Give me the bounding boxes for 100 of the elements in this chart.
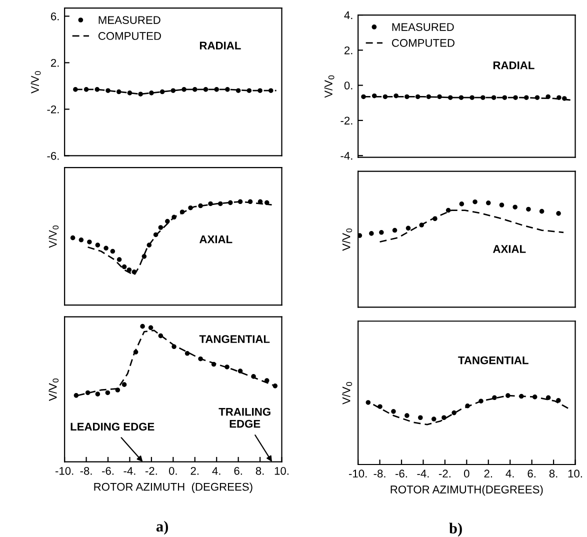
y-tick-label: 0. — [344, 82, 352, 90]
point — [442, 415, 446, 420]
point — [74, 393, 79, 398]
x-tick-label: 4. — [506, 470, 514, 478]
point — [358, 233, 362, 238]
x-tick-label: -6. — [396, 470, 407, 478]
y-tick-label: -2. — [47, 105, 59, 114]
point — [532, 394, 538, 400]
point — [452, 410, 456, 416]
point — [499, 202, 504, 208]
point — [546, 395, 551, 400]
y-tick-label: 2. — [344, 46, 352, 54]
y-tick-label: -4. — [340, 152, 352, 160]
y-axis-title: V/V$_{0}$ — [324, 75, 334, 98]
point — [404, 413, 410, 418]
text: b) — [449, 522, 462, 537]
point — [146, 242, 152, 248]
x-tick-label: -8. — [80, 466, 92, 475]
point — [556, 211, 561, 216]
point — [392, 228, 398, 233]
point — [446, 208, 451, 213]
point — [539, 208, 544, 214]
point — [172, 214, 176, 220]
point — [184, 351, 190, 356]
x-tick-label: 10. — [568, 470, 582, 478]
point — [115, 388, 120, 392]
point — [110, 248, 116, 254]
legend-label: COMPUTED — [392, 39, 454, 47]
annotation: RADIAL — [493, 61, 534, 70]
point — [140, 324, 145, 329]
point — [116, 257, 122, 262]
point — [122, 382, 127, 387]
point — [104, 246, 108, 251]
point — [486, 200, 491, 206]
x-tick-label: -10. — [55, 466, 74, 475]
point — [272, 384, 278, 388]
point — [251, 374, 256, 379]
x-axis-title: ROTOR AZIMUTH(DEGREES) — [390, 485, 543, 496]
point — [165, 218, 170, 224]
x-tick-label: -2. — [145, 466, 157, 475]
y-tick-label: 6. — [51, 12, 59, 20]
point — [432, 216, 438, 222]
legend-label: MEASURED — [392, 23, 454, 31]
point — [105, 390, 110, 396]
point — [133, 350, 138, 354]
text: a) — [156, 520, 168, 535]
point — [126, 267, 132, 272]
point — [208, 201, 213, 206]
legend-label: MEASURED — [98, 16, 160, 24]
text: TANGENTIAL — [458, 356, 528, 364]
y-axis-title: V/V$_{0}$ — [342, 382, 352, 404]
point — [512, 204, 518, 210]
point — [158, 225, 164, 230]
point — [198, 203, 203, 208]
annotation: AXIAL — [200, 236, 232, 244]
y-tick-label: -6. — [47, 152, 59, 160]
x-tick-label: 6. — [234, 466, 242, 475]
x-tick-label: -4. — [124, 467, 136, 475]
x-tick-label: 0 — [464, 470, 470, 478]
point — [224, 364, 230, 370]
point — [459, 202, 464, 206]
point — [148, 325, 154, 330]
point — [142, 254, 147, 259]
point — [378, 404, 382, 409]
x-tick-label: 0. — [168, 466, 177, 475]
y-axis-title: V/V$_{0}$ — [342, 228, 352, 251]
point — [366, 400, 371, 405]
x-tick-label: -6. — [102, 466, 114, 475]
point — [418, 415, 423, 420]
point — [153, 232, 158, 238]
point — [95, 392, 100, 396]
point — [85, 390, 90, 396]
x-tick-label: 2. — [190, 466, 199, 475]
annotation: TRAILING EDGE — [218, 408, 270, 428]
point — [132, 270, 137, 274]
point — [211, 362, 216, 367]
y-axis-title: V/V$_{0}$ — [48, 226, 59, 248]
y-tick-label: 2. — [51, 58, 59, 67]
y-tick-label: 4. — [344, 11, 352, 20]
point — [391, 409, 396, 414]
point — [264, 378, 270, 383]
point — [519, 394, 524, 399]
point — [172, 344, 176, 350]
x-tick-label: -4. — [417, 470, 429, 478]
x-axis-title: ROTOR AZIMUTH (DEGREES) — [94, 482, 252, 493]
point — [218, 201, 223, 206]
y-axis-title: V/V$_{0}$ — [30, 71, 41, 94]
point — [238, 368, 243, 374]
x-tick-label: -2. — [438, 470, 450, 478]
point — [180, 210, 185, 214]
x-tick-label: 4. — [212, 467, 220, 475]
point — [472, 199, 478, 204]
point — [379, 230, 384, 235]
point — [431, 416, 436, 422]
point — [228, 200, 233, 206]
point — [238, 199, 243, 204]
point — [78, 238, 84, 242]
point — [198, 356, 203, 362]
point — [122, 264, 127, 270]
x-tick-label: 2. — [484, 470, 492, 478]
